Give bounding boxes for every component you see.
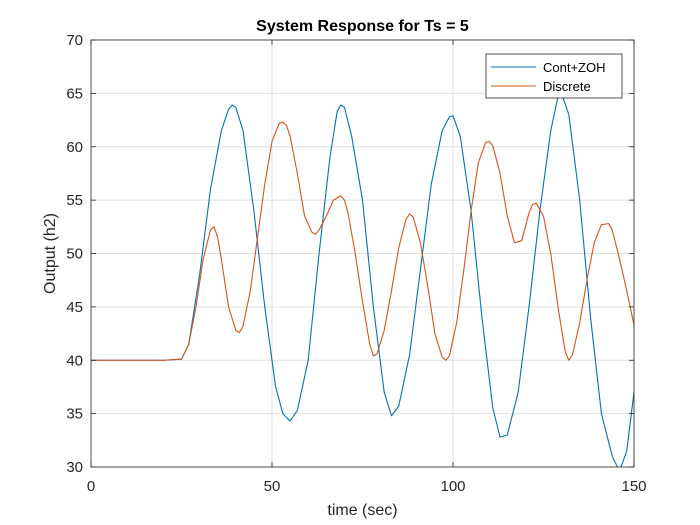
- series-line-discrete: [91, 121, 634, 361]
- legend: Cont+ZOH Discrete: [485, 53, 623, 99]
- chart-title: System Response for Ts = 5: [256, 18, 469, 35]
- y-axis-label: Output (h2): [42, 213, 59, 294]
- y-tick-label: 60: [66, 139, 83, 156]
- legend-box: [485, 53, 623, 99]
- y-tick-label: 55: [66, 192, 83, 209]
- series-group: [91, 92, 634, 467]
- legend-entry-label: Cont+ZOH: [543, 60, 606, 75]
- y-tick-label: 45: [66, 299, 83, 316]
- y-tick-label: 40: [66, 352, 83, 369]
- y-tick-label: 50: [66, 246, 83, 263]
- x-axis-label: time (sec): [327, 502, 397, 519]
- y-tick-label: 65: [66, 85, 83, 102]
- y-tick-label: 30: [66, 459, 83, 476]
- axis-ticks: 0 50 100 150 30 35 40 45 50 55 60 65 70: [66, 32, 646, 495]
- x-tick-label: 0: [87, 478, 95, 495]
- y-tick-label: 70: [66, 32, 83, 49]
- x-tick-label: 100: [440, 478, 465, 495]
- y-tick-label: 35: [66, 406, 83, 423]
- legend-entry-label: Discrete: [543, 79, 591, 94]
- series-line-cont-zoh: [91, 92, 634, 467]
- x-tick-label: 150: [621, 478, 646, 495]
- x-tick-label: 50: [264, 478, 281, 495]
